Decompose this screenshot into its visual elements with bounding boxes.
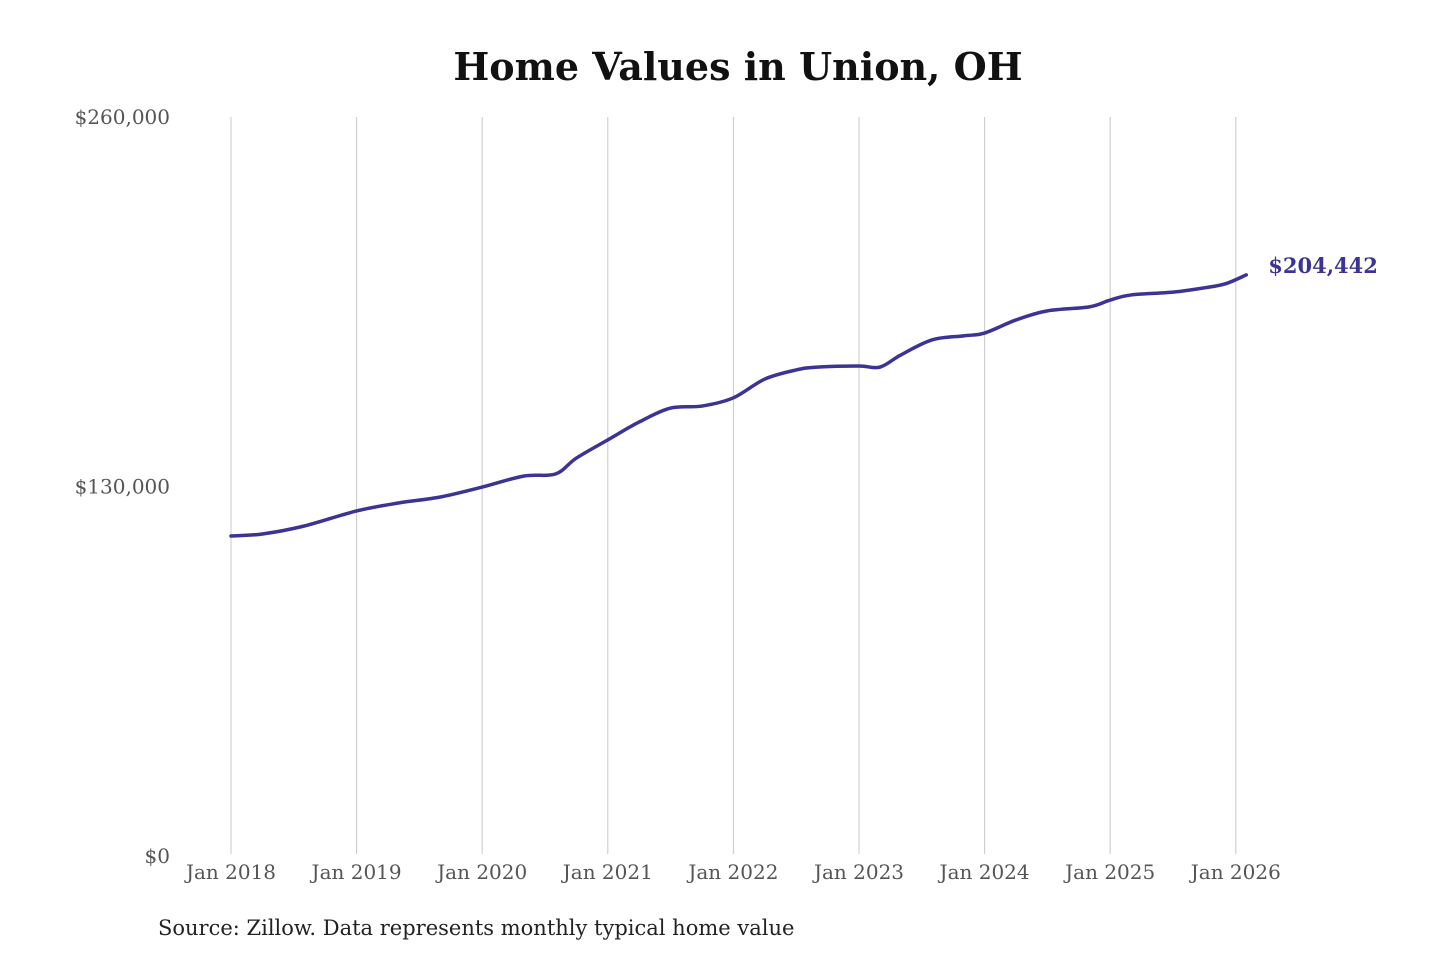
x-tick-label: Jan 2022: [686, 860, 778, 884]
x-tick-label: Jan 2025: [1063, 860, 1155, 884]
x-tick-label: Jan 2018: [184, 860, 276, 884]
x-tick-label: Jan 2023: [812, 860, 904, 884]
chart-title: Home Values in Union, OH: [453, 44, 1023, 89]
x-tick-label: Jan 2026: [1189, 860, 1281, 884]
y-tick-label: $130,000: [75, 475, 170, 499]
x-tick-label: Jan 2019: [310, 860, 402, 884]
series-line: [229, 273, 1249, 538]
x-tick-label: Jan 2020: [435, 860, 527, 884]
y-tick-label: $0: [145, 844, 170, 868]
x-tick-label: Jan 2021: [561, 860, 653, 884]
source-note: Source: Zillow. Data represents monthly …: [158, 916, 795, 940]
y-tick-label: $260,000: [75, 105, 170, 129]
x-tick-label: Jan 2024: [938, 860, 1030, 884]
end-value-label: $204,442: [1268, 253, 1378, 278]
